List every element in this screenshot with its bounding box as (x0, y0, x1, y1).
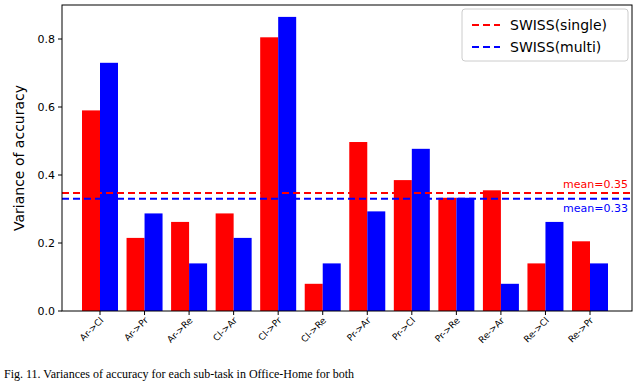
bar (527, 263, 545, 311)
legend-swatch (472, 46, 500, 48)
bar (234, 238, 252, 311)
bar (171, 222, 189, 311)
mean-label: mean=0.35 (563, 178, 628, 191)
x-tick (322, 311, 323, 315)
x-tick (100, 311, 101, 315)
legend-swatch (472, 24, 500, 26)
bar (456, 198, 474, 311)
bar (278, 17, 296, 311)
chart-svg: mean=0.35 mean=0.33 0.0 0.2 0.4 0.6 0.8 Varianc… (0, 0, 640, 384)
y-tick-label: 0.8 (38, 33, 56, 46)
legend-label: SWISS(single) (510, 17, 607, 33)
bar (501, 284, 519, 311)
x-tick-label: Re->Ar (477, 315, 507, 345)
y-axis-label: Variance of accuracy (11, 85, 27, 231)
y-tick (58, 243, 62, 244)
y-tick (58, 107, 62, 108)
x-tick (590, 311, 591, 315)
x-tick-label: Pr->Cl (390, 315, 417, 342)
x-tick-label: Pr->Ar (345, 315, 373, 343)
mean-line (62, 198, 632, 200)
bar (305, 284, 323, 311)
bar (260, 37, 278, 311)
y-tick-label: 0.0 (38, 305, 56, 318)
bar (412, 149, 430, 311)
legend-label: SWISS(multi) (510, 39, 601, 55)
bar (367, 211, 385, 311)
x-tick (189, 311, 190, 315)
y-tick (58, 175, 62, 176)
bar (189, 263, 207, 311)
y-tick (58, 311, 62, 312)
bar (100, 63, 118, 311)
x-tick (456, 311, 457, 315)
x-tick-label: Cl->Ar (211, 315, 239, 343)
x-tick (278, 311, 279, 315)
bar (82, 110, 100, 311)
bar (349, 142, 367, 311)
x-tick-label: Pr->Re (433, 315, 462, 344)
bar (216, 213, 234, 311)
frame (62, 5, 632, 311)
bar (438, 198, 456, 311)
chart: mean=0.35 mean=0.33 0.0 0.2 0.4 0.6 0.8 Varianc… (0, 0, 640, 384)
bar (483, 190, 501, 311)
caption: Fig. 11. Variances of accuracy for each … (4, 367, 354, 381)
x-tick-label: Re->Cl (522, 315, 551, 344)
legend-box (462, 9, 628, 61)
x-tick-label: Ar->Re (165, 315, 195, 345)
y-tick-label: 0.4 (38, 169, 56, 182)
y-tick (58, 39, 62, 40)
x-tick-label: Cl->Re (299, 315, 328, 344)
x-tick-label: Re->Pr (566, 315, 595, 344)
bar (590, 263, 608, 311)
bar (127, 238, 145, 311)
x-tick-label: Ar->Pr (122, 315, 150, 343)
bar (545, 222, 563, 311)
y-tick-label: 0.6 (38, 101, 56, 114)
x-tick (367, 311, 368, 315)
mean-line (62, 192, 632, 194)
bar (323, 263, 341, 311)
bar (145, 213, 163, 311)
x-tick (144, 311, 145, 315)
bar (572, 241, 590, 311)
y-tick-label: 0.2 (38, 237, 56, 250)
x-tick (545, 311, 546, 315)
mean-label: mean=0.33 (563, 202, 628, 215)
x-tick (233, 311, 234, 315)
x-tick (411, 311, 412, 315)
x-tick-label: Ar->Cl (78, 315, 105, 342)
x-tick-label: Cl->Pr (256, 315, 283, 342)
x-tick (500, 311, 501, 315)
